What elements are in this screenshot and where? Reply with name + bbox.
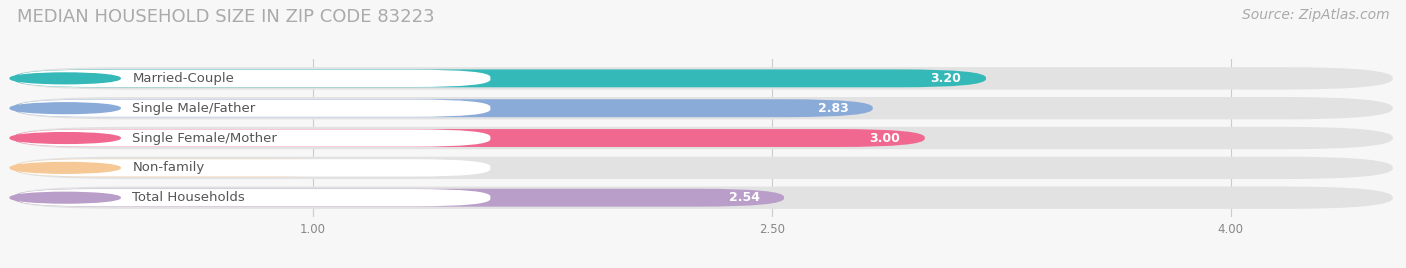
Text: Source: ZipAtlas.com: Source: ZipAtlas.com [1241, 8, 1389, 22]
Text: Single Male/Father: Single Male/Father [132, 102, 256, 115]
FancyBboxPatch shape [13, 127, 1393, 149]
FancyBboxPatch shape [13, 99, 873, 117]
Circle shape [10, 133, 121, 143]
FancyBboxPatch shape [13, 69, 986, 87]
FancyBboxPatch shape [13, 67, 1393, 90]
FancyBboxPatch shape [17, 129, 491, 147]
Text: Non-family: Non-family [132, 161, 205, 174]
Circle shape [10, 73, 121, 84]
FancyBboxPatch shape [13, 157, 1393, 179]
FancyBboxPatch shape [17, 99, 491, 117]
FancyBboxPatch shape [13, 159, 353, 177]
Text: 1.13: 1.13 [298, 161, 328, 174]
FancyBboxPatch shape [17, 70, 491, 87]
FancyBboxPatch shape [17, 159, 491, 177]
Text: 3.00: 3.00 [869, 132, 900, 144]
FancyBboxPatch shape [13, 129, 925, 147]
Text: 3.20: 3.20 [931, 72, 962, 85]
Text: MEDIAN HOUSEHOLD SIZE IN ZIP CODE 83223: MEDIAN HOUSEHOLD SIZE IN ZIP CODE 83223 [17, 8, 434, 26]
Text: Married-Couple: Married-Couple [132, 72, 235, 85]
FancyBboxPatch shape [13, 189, 785, 207]
Text: 2.54: 2.54 [728, 191, 759, 204]
Text: Total Households: Total Households [132, 191, 245, 204]
FancyBboxPatch shape [13, 187, 1393, 209]
Circle shape [10, 192, 121, 203]
FancyBboxPatch shape [13, 97, 1393, 119]
FancyBboxPatch shape [17, 189, 491, 206]
Circle shape [10, 103, 121, 114]
Text: 2.83: 2.83 [817, 102, 848, 115]
Text: Single Female/Mother: Single Female/Mother [132, 132, 277, 144]
Circle shape [10, 162, 121, 173]
